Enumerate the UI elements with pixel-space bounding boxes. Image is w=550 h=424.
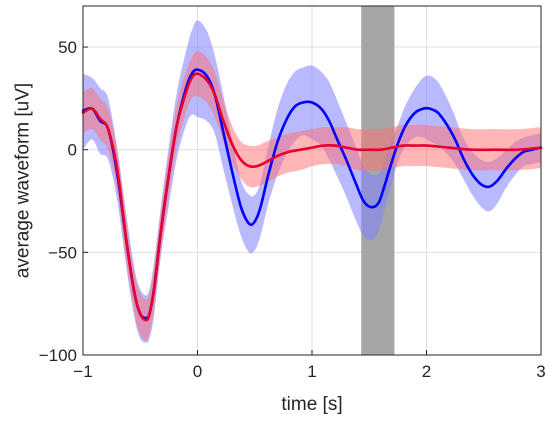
y-tick-label-1: −50 (48, 243, 77, 262)
x-tick-label-2: 1 (307, 362, 316, 381)
series-lines (81, 68, 543, 322)
x-tick-label-1: 0 (193, 362, 202, 381)
x-axis-label: time [s] (281, 394, 342, 415)
x-tick-label-0: −1 (73, 362, 92, 381)
y-tick-label-0: −100 (39, 346, 77, 365)
series-0-band (83, 20, 541, 343)
x-tick-label-4: 3 (536, 362, 545, 381)
y-tick-label-3: 50 (58, 38, 77, 57)
x-tick-label-3: 2 (422, 362, 431, 381)
series-1-line (81, 72, 543, 322)
y-tick-label-2: 0 (68, 141, 77, 160)
x-ticks: −1 0 1 2 3 (73, 350, 546, 381)
y-axis-label: average waveform [uV] (13, 83, 34, 278)
y-ticks: −100 −50 0 50 (39, 38, 88, 365)
confidence-bands (83, 20, 541, 343)
